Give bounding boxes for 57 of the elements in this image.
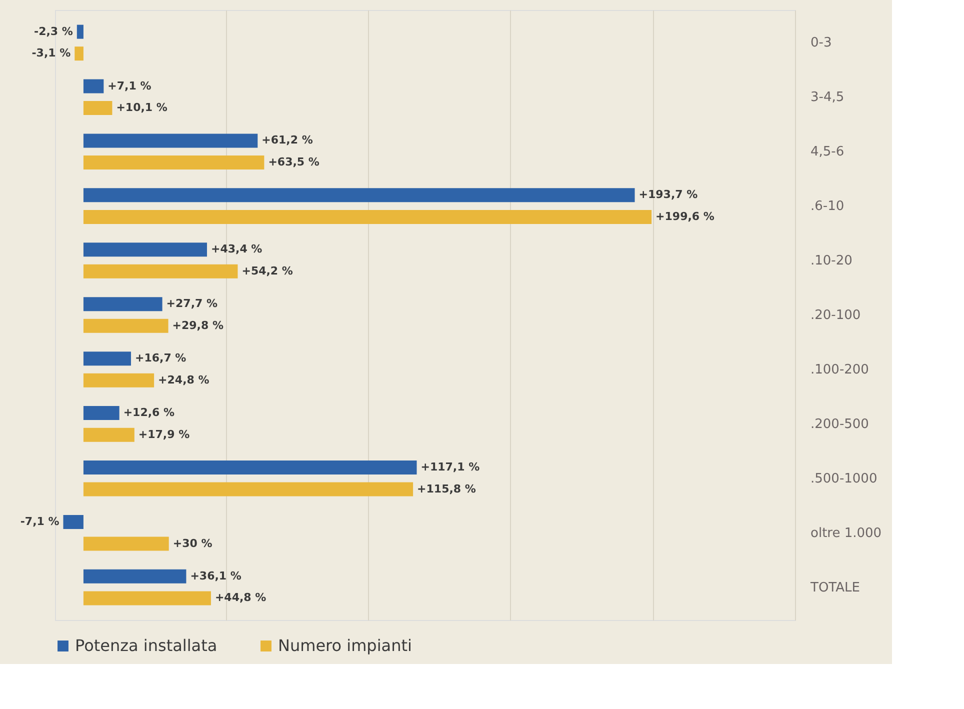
bar (83, 460, 417, 474)
bar (83, 297, 162, 312)
data-label: +61,2 % (262, 134, 313, 147)
bar (83, 134, 258, 148)
y-tick-label: 0-3 (810, 36, 832, 51)
data-label: +199,6 % (656, 210, 714, 223)
bar (83, 101, 112, 116)
data-label: -2,3 % (34, 24, 73, 38)
y-tick-label: .100-200 (810, 362, 869, 378)
data-label: -7,1 % (20, 514, 60, 528)
data-label: +115,8 % (417, 482, 476, 496)
data-label: +54,2 % (242, 264, 293, 278)
data-label: -3,1 % (32, 46, 71, 60)
data-label: +43,4 % (210, 242, 262, 256)
bar (74, 46, 84, 61)
data-label: +12,6 % (123, 406, 175, 420)
bar (83, 536, 169, 551)
bar (83, 406, 120, 420)
data-label: +30 % (172, 536, 212, 550)
y-tick-label: .6-10 (810, 199, 844, 214)
y-tick-label: 3-4,5 (810, 90, 844, 106)
bar (83, 242, 207, 257)
bar (83, 569, 186, 584)
bar (83, 591, 211, 606)
data-label: +29,8 % (172, 318, 224, 332)
bar (83, 188, 635, 202)
y-tick-label: .20-100 (810, 308, 861, 323)
bar (83, 210, 652, 224)
bar (83, 428, 134, 442)
bar (83, 352, 131, 366)
bar (83, 318, 168, 333)
y-tick-label: .200-500 (810, 416, 869, 432)
y-tick-label: 4,5-6 (810, 144, 844, 160)
data-label: +17,9 % (138, 428, 190, 441)
data-label: +193,7 % (638, 188, 698, 202)
data-label: +24,8 % (158, 373, 210, 386)
bar (83, 156, 264, 170)
legend-label: Potenza installata (75, 636, 218, 655)
data-label: +10,1 % (116, 101, 168, 114)
bar (83, 79, 104, 94)
data-label: +27,7 % (166, 297, 218, 310)
legend-label: Numero impianti (278, 636, 412, 655)
y-tick-label: oltre 1.000 (810, 526, 882, 541)
y-tick-label: .10-20 (810, 254, 852, 269)
data-label: +36,1 % (190, 569, 242, 582)
data-label: +16,7 % (134, 352, 186, 365)
bar (83, 482, 414, 496)
y-tick-label: .500-1000 (810, 471, 878, 486)
data-label: +7,1 % (108, 79, 152, 92)
bar (83, 264, 238, 278)
data-label: +63,5 % (268, 156, 320, 168)
bar (83, 373, 154, 388)
bar (76, 24, 84, 39)
bar (63, 514, 84, 529)
y-tick-label: TOTALE (810, 580, 860, 596)
data-label: +44,8 % (214, 591, 266, 604)
data-label: +117,1 % (420, 460, 480, 474)
